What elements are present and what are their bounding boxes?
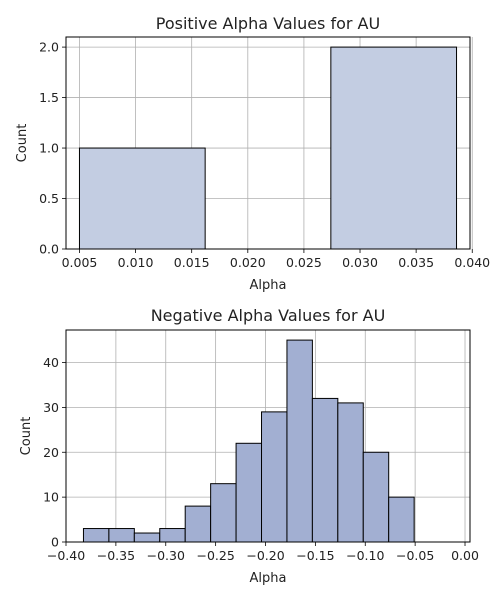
- chart-2-x-tick-label-3: −0.25: [196, 548, 234, 563]
- chart-2-x-tick-label-2: −0.30: [147, 548, 185, 563]
- chart-1-x-tick-label-2: 0.015: [174, 255, 210, 270]
- chart-1-y-axis-label: Count: [15, 124, 30, 163]
- chart-2-bar-4: [184, 505, 212, 543]
- chart-2-axes-frame: [65, 329, 471, 543]
- chart-2-x-tick-label-7: −0.05: [396, 548, 434, 563]
- chart-1-x-tick-label-1: 0.010: [118, 255, 154, 270]
- chart-2-x-tick-label-6: −0.10: [346, 548, 384, 563]
- chart-1-y-tick-label-0: 0.0: [39, 242, 59, 257]
- chart-1-y-tick-label-3: 1.5: [39, 90, 59, 105]
- chart-2-bar-7: [261, 411, 288, 543]
- chart-1-x-axis-label: Alpha: [250, 278, 287, 293]
- chart-2-bar-11: [362, 451, 390, 543]
- chart-2-x-tick-label-0: −0.40: [47, 548, 85, 563]
- chart-1-y-tick-label-1: 0.5: [39, 191, 59, 206]
- chart-2-bar-1: [108, 528, 135, 543]
- chart-2-x-tick-label-1: −0.35: [97, 548, 135, 563]
- chart-2-bar-8: [286, 339, 313, 543]
- chart-2-bar-5: [210, 483, 237, 543]
- chart-2-bar-3: [159, 528, 186, 543]
- chart-1-bar-2: [330, 46, 458, 250]
- chart-1-axes-frame: [65, 36, 471, 250]
- chart-2-bar-2: [133, 532, 161, 543]
- chart-1-y-tick-label-2: 1.0: [39, 141, 59, 156]
- chart-2-x-tick-label-5: −0.15: [296, 548, 334, 563]
- chart-2-y-tick-label-3: 30: [43, 400, 59, 415]
- chart-1-x-tick-label-0: 0.005: [62, 255, 98, 270]
- chart-1-x-tick-label-5: 0.030: [342, 255, 378, 270]
- chart-2-x-tick-label-8: 0.00: [451, 548, 479, 563]
- chart-2-bar-0: [82, 528, 110, 543]
- chart-2-bar-12: [388, 496, 415, 543]
- chart-1-x-tick-label-4: 0.025: [286, 255, 322, 270]
- chart-2-x-axis-label: Alpha: [250, 571, 287, 586]
- chart-2-x-tick-label-4: −0.20: [246, 548, 284, 563]
- chart-1-x-tick-label-6: 0.035: [398, 255, 434, 270]
- chart-2-title: Negative Alpha Values for AU: [151, 306, 386, 325]
- chart-2-bar-10: [337, 402, 364, 543]
- chart-2-y-tick-label-1: 10: [43, 490, 59, 505]
- chart-1-x-tick-label-7: 0.040: [454, 255, 490, 270]
- chart-2-y-tick-label-0: 0: [51, 535, 59, 550]
- chart-2-y-axis-label: Count: [19, 417, 34, 456]
- chart-2-y-tick-label-4: 40: [43, 355, 59, 370]
- chart-2-bar-9: [311, 397, 339, 543]
- chart-2-bar-6: [235, 442, 263, 543]
- chart-1-x-tick-label-3: 0.020: [230, 255, 266, 270]
- chart-2-y-tick-label-2: 20: [43, 445, 59, 460]
- chart-1-title: Positive Alpha Values for AU: [156, 14, 380, 33]
- chart-1-bar-0: [78, 147, 206, 250]
- chart-1-y-tick-label-4: 2.0: [39, 40, 59, 55]
